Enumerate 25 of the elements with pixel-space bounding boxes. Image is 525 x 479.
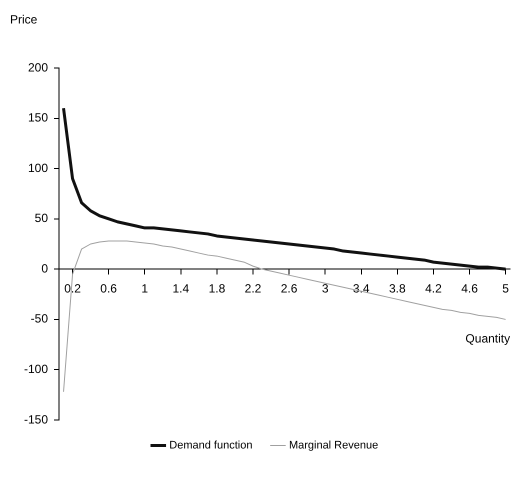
x-tick-label: 1 xyxy=(141,282,148,296)
x-tick-label: 0.2 xyxy=(64,282,82,296)
x-tick-label: 3.8 xyxy=(389,282,406,296)
legend-label: Marginal Revenue xyxy=(288,440,378,452)
y-tick-label: -100 xyxy=(24,362,48,376)
legend-label: Demand function xyxy=(169,440,252,452)
x-tick-label: 1.4 xyxy=(172,282,190,296)
x-tick-label: 4.6 xyxy=(461,282,478,296)
x-tick-label: 2.6 xyxy=(280,282,298,296)
y-tick-label: -150 xyxy=(24,412,48,426)
x-tick-label: 0.6 xyxy=(100,282,118,296)
x-tick-label: 4.2 xyxy=(425,282,442,296)
y-tick-label: 100 xyxy=(28,160,48,175)
y-tick-label: 200 xyxy=(28,60,48,74)
y-axis-title: Price xyxy=(10,12,38,26)
y-tick-label: 0 xyxy=(41,261,48,276)
y-tick-label: 150 xyxy=(28,110,48,125)
y-tick-label: 50 xyxy=(34,211,48,226)
x-tick-label: 2.2 xyxy=(244,282,262,296)
x-tick-label: 1.8 xyxy=(208,282,226,296)
x-tick-label: 3 xyxy=(322,282,329,296)
y-tick-label: -50 xyxy=(30,312,48,326)
x-axis-title: Quantity xyxy=(465,331,510,346)
x-tick-label: 3.4 xyxy=(352,282,370,296)
x-tick-label: 5 xyxy=(502,282,510,296)
